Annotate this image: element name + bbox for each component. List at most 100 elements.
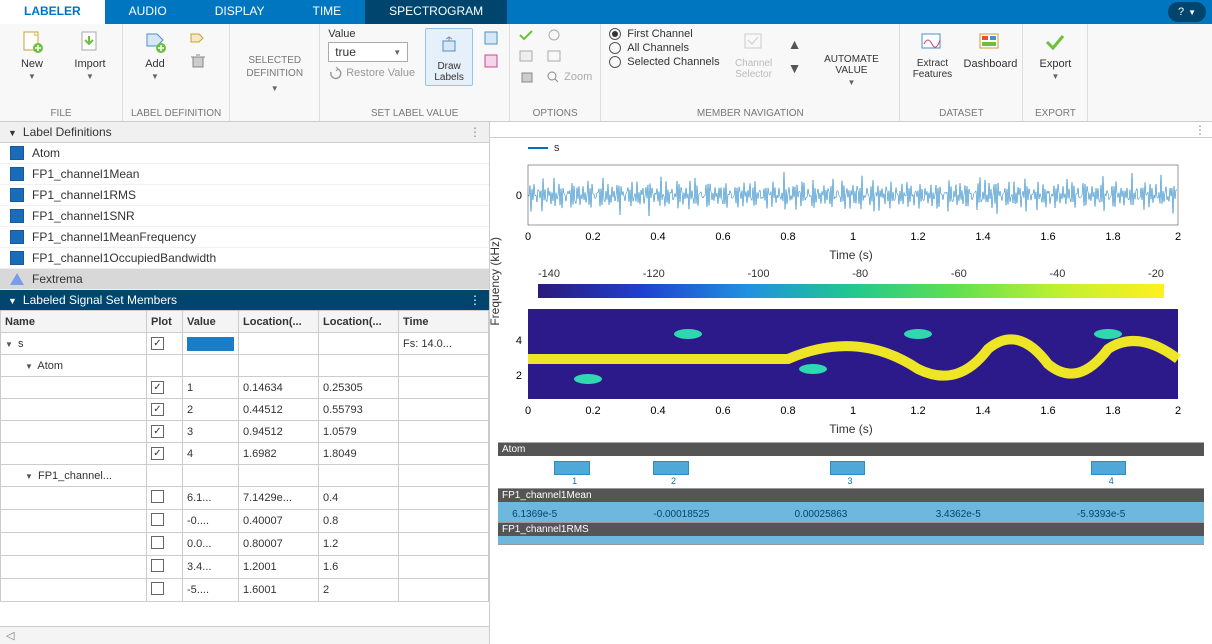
col-time[interactable]: Time xyxy=(399,311,489,333)
spectrogram-axes[interactable]: Frequency (kHz) 2 4 00.20.40.60.811.21.4… xyxy=(498,304,1204,436)
plot-menu-button[interactable]: ⋮ xyxy=(1194,123,1206,137)
plot-checkbox[interactable] xyxy=(151,513,164,526)
import-button[interactable]: Import▼ xyxy=(66,28,114,81)
col-value[interactable]: Value xyxy=(183,311,239,333)
plot-checkbox[interactable] xyxy=(151,381,164,394)
track-rms-header[interactable]: FP1_channel1RMS xyxy=(498,523,1204,536)
new-button[interactable]: New▼ xyxy=(8,28,56,81)
new-icon xyxy=(18,28,46,56)
nav-down-button[interactable]: ▼ xyxy=(788,60,802,76)
svg-text:0: 0 xyxy=(525,231,531,243)
tab-audio[interactable]: AUDIO xyxy=(105,0,191,24)
export-button[interactable]: Export▼ xyxy=(1031,28,1079,81)
first-channel-radio[interactable]: First Channel xyxy=(609,28,719,40)
rename-def-button[interactable] xyxy=(189,30,207,49)
delete-def-button[interactable] xyxy=(189,53,207,72)
table-row[interactable]: -5....1.60012 xyxy=(1,579,489,602)
colorbar xyxy=(538,284,1164,298)
col-loc2[interactable]: Location(... xyxy=(319,311,399,333)
def-item[interactable]: FP1_channel1SNR xyxy=(0,206,489,227)
plot-checkbox[interactable] xyxy=(151,582,164,595)
plot-checkbox[interactable] xyxy=(151,490,164,503)
svg-text:0.6: 0.6 xyxy=(715,231,730,243)
atom-segment[interactable] xyxy=(830,461,865,475)
def-item[interactable]: FP1_channel1MeanFrequency xyxy=(0,227,489,248)
track-mean-header[interactable]: FP1_channel1Mean xyxy=(498,489,1204,502)
label-tool-1[interactable] xyxy=(483,30,501,49)
square-icon xyxy=(10,251,24,265)
draw-labels-button[interactable]: Draw Labels xyxy=(425,28,473,86)
opt-tool-2[interactable] xyxy=(546,49,592,66)
extract-features-button[interactable]: Extract Features xyxy=(908,28,956,80)
atom-segment[interactable] xyxy=(1091,461,1126,475)
col-name[interactable]: Name xyxy=(1,311,147,333)
restore-value-button[interactable]: Restore Value xyxy=(328,66,415,80)
def-item[interactable]: Fextrema xyxy=(0,269,489,290)
spec-xlabel: Time (s) xyxy=(498,422,1204,436)
prev-button[interactable]: ◁ xyxy=(6,629,14,642)
table-row[interactable]: ▼ FP1_channel... xyxy=(1,465,489,487)
value-dropdown[interactable]: true▼ xyxy=(328,42,408,62)
label-tool-2[interactable] xyxy=(483,53,501,72)
svg-text:2: 2 xyxy=(516,370,522,382)
plot-checkbox[interactable] xyxy=(151,559,164,572)
table-row[interactable]: 3.4...1.20011.6 xyxy=(1,556,489,579)
defs-menu-button[interactable]: ⋮ xyxy=(469,125,481,139)
def-item[interactable]: FP1_channel1RMS xyxy=(0,185,489,206)
delete-button[interactable] xyxy=(518,70,536,87)
svg-text:0.8: 0.8 xyxy=(780,405,795,417)
def-item[interactable]: FP1_channel1Mean xyxy=(0,164,489,185)
table-row[interactable]: 6.1...7.1429e...0.4 xyxy=(1,487,489,510)
zoom-button[interactable]: Zoom xyxy=(546,70,592,84)
plot-checkbox[interactable] xyxy=(151,536,164,549)
tab-labeler[interactable]: LABELER xyxy=(0,0,105,24)
plot-checkbox[interactable] xyxy=(151,337,164,350)
tab-time[interactable]: TIME xyxy=(289,0,366,24)
ribbon: New▼ Import▼ FILE Add▼ LABEL DEFINITION … xyxy=(0,24,1212,122)
label-defs-header[interactable]: ▼Label Definitions ⋮ xyxy=(0,122,489,143)
signal-axes[interactable]: 0 00.20.40.60.811.21.41.61.82 Time (s) xyxy=(498,160,1204,262)
col-loc1[interactable]: Location(... xyxy=(239,311,319,333)
tab-strip: LABELER AUDIO DISPLAY TIME SPECTROGRAM ?… xyxy=(0,0,1212,24)
selected-channels-radio[interactable]: Selected Channels xyxy=(609,56,719,68)
draw-labels-icon xyxy=(435,31,463,59)
atom-segment[interactable] xyxy=(653,461,688,475)
atom-segment[interactable] xyxy=(554,461,589,475)
svg-text:1.8: 1.8 xyxy=(1105,405,1120,417)
automate-value-button[interactable]: AUTOMATE VALUE▼ xyxy=(811,28,891,87)
col-plot[interactable]: Plot xyxy=(147,311,183,333)
def-item[interactable]: Atom xyxy=(0,143,489,164)
track-atom-header[interactable]: Atom xyxy=(498,443,1204,456)
plot-checkbox[interactable] xyxy=(151,447,164,460)
selected-def-dropdown[interactable]: ▼ xyxy=(271,84,279,93)
svg-text:1.4: 1.4 xyxy=(975,231,990,243)
def-item[interactable]: FP1_channel1OccupiedBandwidth xyxy=(0,248,489,269)
table-row[interactable]: 30.945121.0579 xyxy=(1,421,489,443)
table-row[interactable]: ▼ sFs: 14.0... xyxy=(1,333,489,355)
nav-up-button[interactable]: ▲ xyxy=(788,36,802,52)
members-menu-button[interactable]: ⋮ xyxy=(469,293,481,307)
svg-text:0.4: 0.4 xyxy=(650,405,665,417)
members-table: Name Plot Value Location(... Location(..… xyxy=(0,310,489,602)
tab-spectrogram[interactable]: SPECTROGRAM xyxy=(365,0,507,24)
table-row[interactable]: ▼ Atom xyxy=(1,355,489,377)
members-header[interactable]: ▼Labeled Signal Set Members ⋮ xyxy=(0,290,489,310)
accept-button[interactable] xyxy=(518,28,536,45)
table-row[interactable]: 0.0...0.800071.2 xyxy=(1,533,489,556)
plot-checkbox[interactable] xyxy=(151,403,164,416)
help-button[interactable]: ?▼ xyxy=(1168,2,1206,22)
dataset-group-label: DATASET xyxy=(908,106,1014,119)
add-definition-button[interactable]: Add▼ xyxy=(131,28,179,81)
clear-button[interactable] xyxy=(518,49,536,66)
table-row[interactable]: 10.146340.25305 xyxy=(1,377,489,399)
plot-checkbox[interactable] xyxy=(151,425,164,438)
segment-label: 3 xyxy=(847,476,852,486)
table-row[interactable]: -0....0.400070.8 xyxy=(1,510,489,533)
all-channels-radio[interactable]: All Channels xyxy=(609,42,719,54)
opt-tool-1[interactable] xyxy=(546,28,592,45)
tab-display[interactable]: DISPLAY xyxy=(191,0,289,24)
dashboard-button[interactable]: Dashboard xyxy=(966,28,1014,70)
svg-text:2: 2 xyxy=(1175,405,1181,417)
table-row[interactable]: 20.445120.55793 xyxy=(1,399,489,421)
table-row[interactable]: 41.69821.8049 xyxy=(1,443,489,465)
